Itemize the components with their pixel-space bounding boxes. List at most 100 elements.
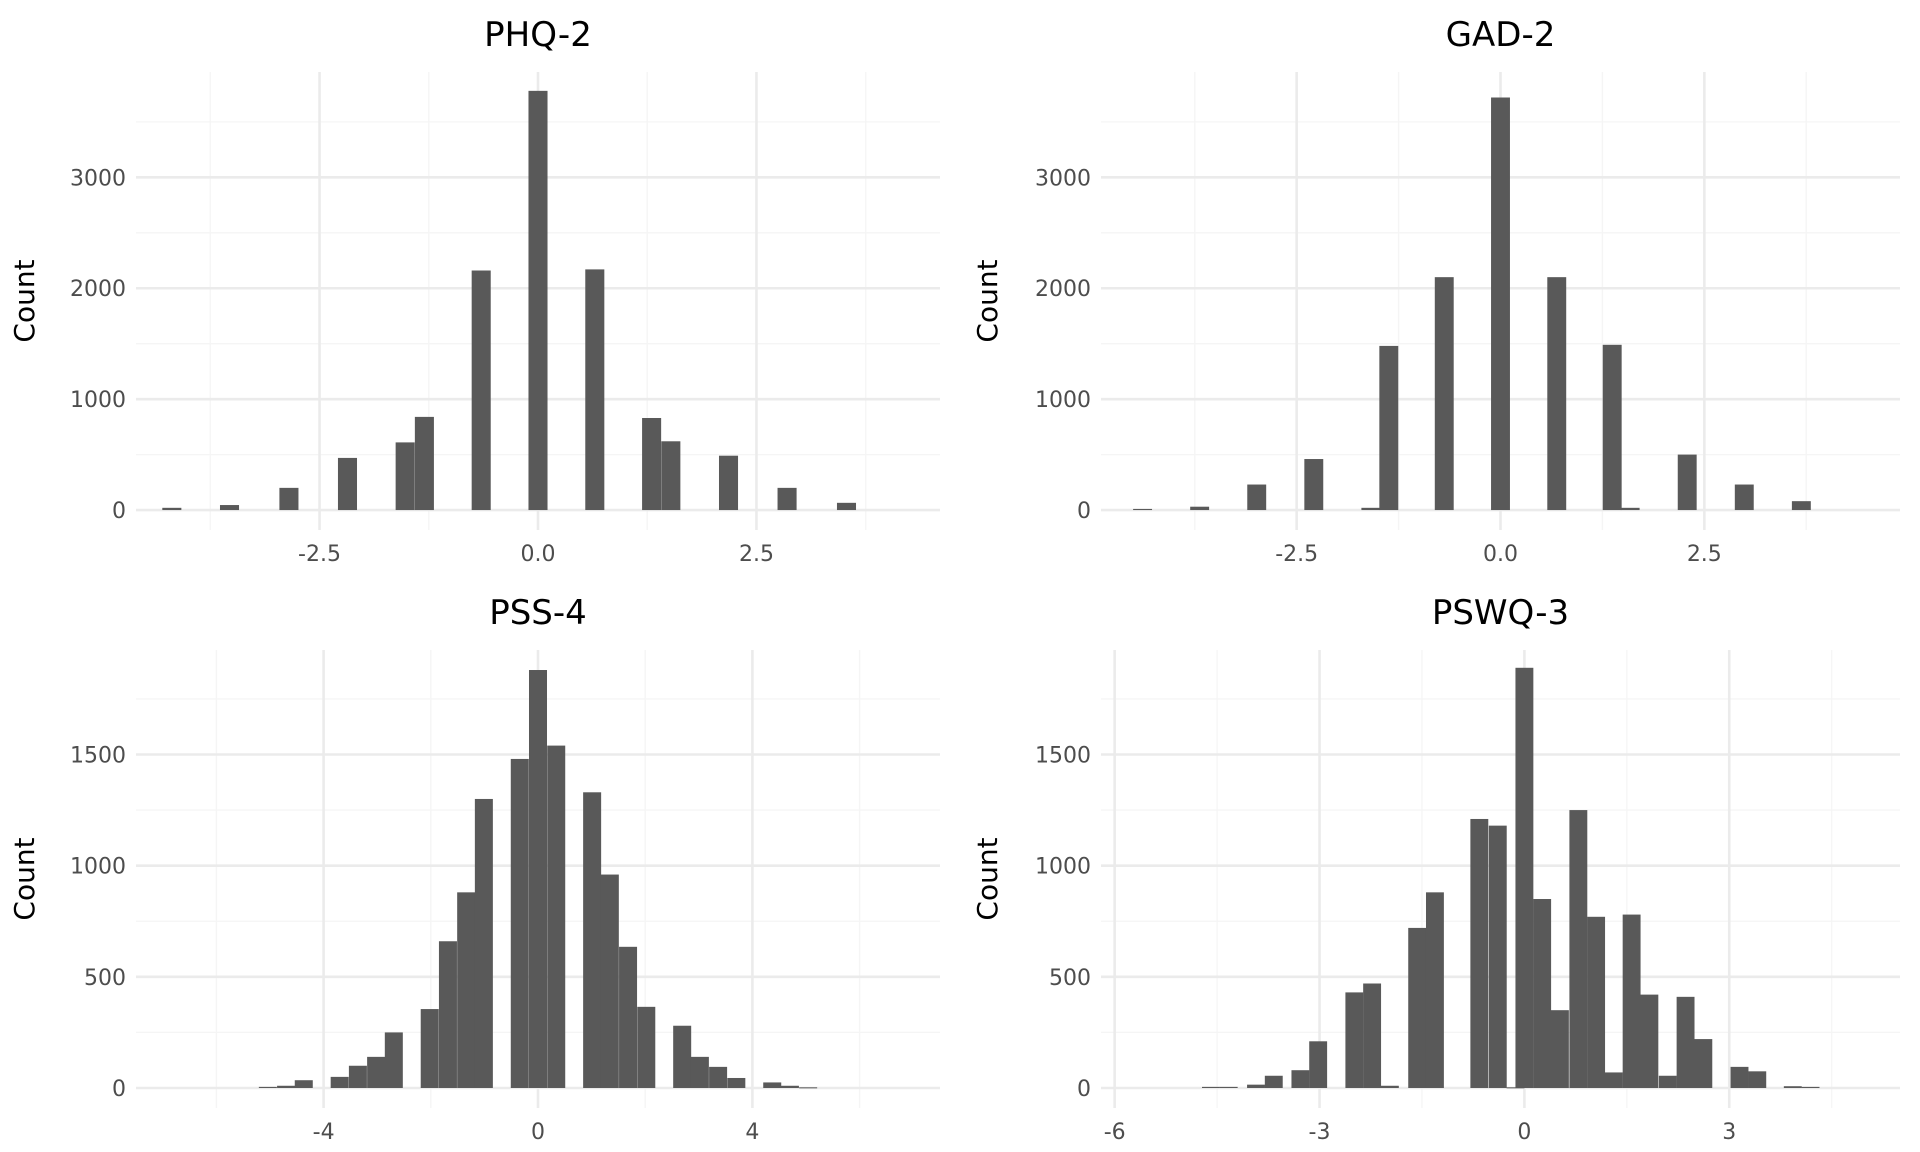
panel-title: PSS-4 xyxy=(489,593,587,633)
histogram-bar xyxy=(1361,507,1381,511)
x-tick-label: 0 xyxy=(531,1120,545,1145)
y-tick-label: 3000 xyxy=(1035,166,1091,191)
histogram-bar xyxy=(258,1086,277,1088)
histogram-bar xyxy=(642,417,662,511)
y-tick-label: 1000 xyxy=(1035,388,1091,413)
histogram-bar xyxy=(1190,506,1210,511)
y-tick-label: 1000 xyxy=(70,388,126,413)
histogram-bar xyxy=(1694,1039,1713,1088)
histogram-bar xyxy=(1620,507,1640,511)
histogram-bar xyxy=(600,874,619,1088)
x-tick-label: 4 xyxy=(745,1120,759,1145)
x-tick-label: -2.5 xyxy=(1275,542,1318,567)
y-tick-label: 0 xyxy=(1077,499,1091,524)
x-tick-label: 0 xyxy=(1517,1120,1531,1145)
histogram-bar xyxy=(162,507,182,511)
histogram-bar xyxy=(1219,1086,1238,1088)
y-tick-label: 1500 xyxy=(70,743,126,768)
histogram-bar xyxy=(1658,1075,1677,1088)
histogram-bar xyxy=(1604,1072,1623,1088)
histogram-bar xyxy=(637,1006,656,1088)
histogram-bar xyxy=(474,798,493,1088)
histogram-bar xyxy=(1587,916,1606,1088)
histogram-bar xyxy=(690,1056,709,1088)
histogram-bar xyxy=(384,1032,403,1088)
histogram-bar xyxy=(547,745,566,1088)
histogram-bar xyxy=(348,1065,367,1088)
y-tick-label: 2000 xyxy=(1035,277,1091,302)
histogram-bar xyxy=(1408,927,1427,1088)
histogram-bar xyxy=(718,455,739,511)
panel-gad2: 0 1000 2000 3000 -2.5 0.0 2.5 GAD-2 Count xyxy=(971,15,1900,567)
x-tick-label: 3 xyxy=(1722,1120,1736,1145)
histogram-bar xyxy=(709,1066,728,1088)
histogram-bar xyxy=(294,1080,313,1088)
histogram-bar xyxy=(1133,508,1153,511)
histogram-bar xyxy=(1304,459,1324,511)
histogram-bar xyxy=(528,90,548,511)
y-tick-label: 0 xyxy=(112,499,126,524)
histogram-bar xyxy=(330,1076,349,1088)
histogram-bar xyxy=(367,1056,386,1088)
panel-pswq3: 0 500 1000 1500 -6 -3 0 3 PSWQ-3 Count xyxy=(971,593,1900,1145)
histogram-bar xyxy=(1363,983,1382,1088)
y-axis-label: Count xyxy=(971,259,1004,342)
y-tick-label: 500 xyxy=(84,966,126,991)
histogram-bar xyxy=(763,1082,782,1088)
histogram-bar xyxy=(1247,1084,1265,1088)
histogram-bar xyxy=(1380,1085,1399,1088)
panel-phq2: 0 1000 2000 3000 -2.5 0.0 2.5 PHQ-2 Count xyxy=(8,15,940,567)
histogram-bar xyxy=(1309,1041,1328,1088)
y-tick-label: 500 xyxy=(1049,966,1091,991)
y-axis-label: Count xyxy=(8,837,41,920)
histogram-bar xyxy=(583,792,602,1088)
histogram-bar xyxy=(1470,818,1489,1088)
histogram-bar xyxy=(438,941,457,1088)
histogram-bar xyxy=(836,502,857,511)
histogram-bar xyxy=(1569,810,1588,1088)
panel-title: GAD-2 xyxy=(1446,15,1556,55)
histogram-bar xyxy=(1247,484,1267,511)
y-tick-label: 1000 xyxy=(70,855,126,880)
histogram-bar xyxy=(799,1087,818,1089)
histogram-bar xyxy=(1602,344,1622,511)
histogram-bar xyxy=(1264,1075,1283,1088)
x-tick-label: -6 xyxy=(1104,1120,1126,1145)
x-tick-label: 2.5 xyxy=(1687,542,1722,567)
histogram-bar xyxy=(1676,996,1695,1088)
histogram-bar xyxy=(1491,97,1510,511)
histogram-bar xyxy=(619,946,638,1088)
histogram-bar xyxy=(414,416,434,511)
histogram-bar xyxy=(1547,277,1567,511)
histogram-bar xyxy=(1434,277,1454,511)
histogram-bar xyxy=(1550,1010,1569,1088)
histogram-bar xyxy=(471,270,491,511)
histogram-bar xyxy=(1801,1086,1820,1088)
panel-title: PHQ-2 xyxy=(484,15,592,55)
histogram-bar xyxy=(780,1085,799,1088)
y-tick-label: 0 xyxy=(1077,1077,1091,1102)
x-tick-label: 0.0 xyxy=(1483,542,1518,567)
histogram-bar xyxy=(1734,484,1754,511)
histogram-bar xyxy=(457,892,476,1088)
histogram-bar xyxy=(1515,667,1534,1088)
y-tick-label: 0 xyxy=(112,1077,126,1102)
histogram-bar xyxy=(777,487,797,511)
histogram-bar xyxy=(585,269,605,511)
histogram-bar xyxy=(661,441,681,511)
y-tick-label: 3000 xyxy=(70,166,126,191)
x-tick-label: -4 xyxy=(313,1120,335,1145)
y-axis-label: Count xyxy=(971,837,1004,920)
histogram-bar xyxy=(673,1025,692,1088)
histogram-bar xyxy=(1640,994,1659,1088)
histogram-bar xyxy=(1425,892,1444,1088)
y-tick-label: 1500 xyxy=(1035,743,1091,768)
histogram-bar xyxy=(1730,1066,1749,1088)
histogram-bar xyxy=(219,505,240,511)
histogram-bar xyxy=(528,670,548,1088)
histogram-bar xyxy=(1622,914,1641,1088)
histogram-bar xyxy=(1345,992,1364,1088)
x-tick-label: -3 xyxy=(1309,1120,1331,1145)
panel-pss4: 0 500 1000 1500 -4 0 4 PSS-4 Count xyxy=(8,593,940,1145)
x-tick-label: 2.5 xyxy=(739,542,774,567)
